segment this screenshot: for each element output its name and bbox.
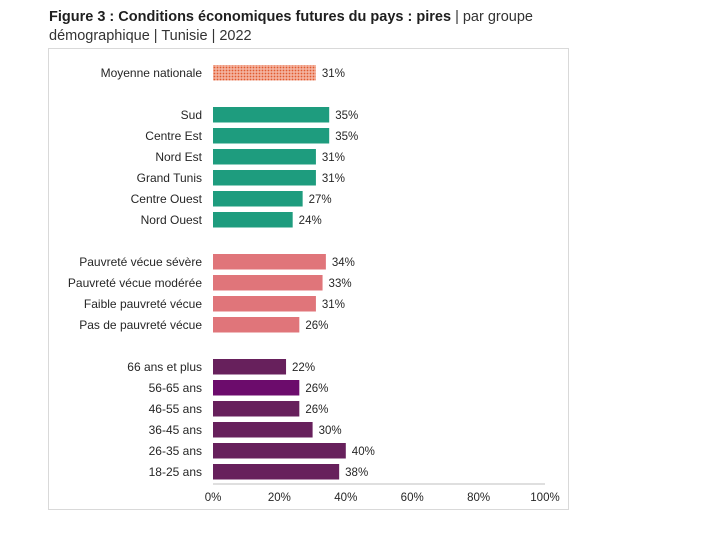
bar-26-35-ans xyxy=(213,443,346,459)
category-label-faible-pauvrete-vecue: Faible pauvreté vécue xyxy=(84,297,202,311)
bar-56-65-ans xyxy=(213,380,300,396)
bar-grand-tunis xyxy=(213,170,316,186)
chart-title: Figure 3 : Conditions économiques future… xyxy=(49,8,609,46)
data-label-nord-est: 31% xyxy=(322,152,345,164)
category-label-centre-ouest: Centre Ouest xyxy=(131,192,203,206)
bar-nord-est xyxy=(213,149,316,165)
data-label-pauvrete-vecue-moderee: 33% xyxy=(329,278,352,290)
category-label-66-ans-et-plus: 66 ans et plus xyxy=(127,360,202,374)
x-tick-label: 20% xyxy=(268,492,291,504)
category-label-36-45-ans: 36-45 ans xyxy=(149,423,202,437)
data-label-faible-pauvrete-vecue: 31% xyxy=(322,299,345,311)
data-label-pas-de-pauvrete-vecue: 26% xyxy=(305,320,328,332)
bar-pas-de-pauvrete-vecue xyxy=(213,317,300,333)
bar-nord-ouest xyxy=(213,212,293,228)
data-label-18-25-ans: 38% xyxy=(345,467,368,479)
x-tick-label: 100% xyxy=(530,492,559,504)
data-label-centre-est: 35% xyxy=(335,131,358,143)
bar-36-45-ans xyxy=(213,422,313,438)
category-label-centre-est: Centre Est xyxy=(145,129,202,143)
x-tick-label: 80% xyxy=(467,492,490,504)
bar-66-ans-et-plus xyxy=(213,359,287,375)
category-label-grand-tunis: Grand Tunis xyxy=(137,171,202,185)
bar-46-55-ans xyxy=(213,401,300,417)
data-label-moyenne-nationale: 31% xyxy=(322,68,345,80)
data-label-56-65-ans: 26% xyxy=(305,383,328,395)
category-label-pas-de-pauvrete-vecue: Pas de pauvreté vécue xyxy=(79,318,202,332)
category-label-pauvrete-vecue-moderee: Pauvreté vécue modérée xyxy=(68,276,202,290)
title-suffix: | par groupe xyxy=(455,9,533,25)
x-tick-label: 0% xyxy=(205,492,222,504)
chart-frame xyxy=(48,48,569,510)
x-tick-label: 60% xyxy=(401,492,424,504)
data-label-46-55-ans: 26% xyxy=(305,404,328,416)
data-label-pauvrete-vecue-severe: 34% xyxy=(332,257,355,269)
category-label-46-55-ans: 46-55 ans xyxy=(149,402,202,416)
data-label-centre-ouest: 27% xyxy=(309,194,332,206)
bar-moyenne-nationale xyxy=(213,65,316,81)
category-label-56-65-ans: 56-65 ans xyxy=(149,381,202,395)
x-tick-label: 40% xyxy=(334,492,357,504)
bar-pauvrete-vecue-moderee xyxy=(213,275,323,291)
data-label-36-45-ans: 30% xyxy=(319,425,342,437)
title-line2: démographique | Tunisie | 2022 xyxy=(49,28,252,44)
data-label-66-ans-et-plus: 22% xyxy=(292,362,315,374)
category-label-18-25-ans: 18-25 ans xyxy=(149,465,202,479)
bar-centre-ouest xyxy=(213,191,303,207)
data-label-nord-ouest: 24% xyxy=(299,215,322,227)
title-main: Figure 3 : Conditions économiques future… xyxy=(49,9,452,25)
bar-18-25-ans xyxy=(213,464,340,480)
category-label-sud: Sud xyxy=(181,108,202,122)
category-label-moyenne-nationale: Moyenne nationale xyxy=(101,66,203,80)
category-label-26-35-ans: 26-35 ans xyxy=(149,444,202,458)
bar-centre-est xyxy=(213,128,330,144)
category-label-pauvrete-vecue-severe: Pauvreté vécue sévère xyxy=(79,255,202,269)
bar-faible-pauvrete-vecue xyxy=(213,296,316,312)
category-label-nord-est: Nord Est xyxy=(155,150,202,164)
bar-sud xyxy=(213,107,330,123)
data-label-grand-tunis: 31% xyxy=(322,173,345,185)
data-label-sud: 35% xyxy=(335,110,358,122)
bar-pauvrete-vecue-severe xyxy=(213,254,326,270)
category-label-nord-ouest: Nord Ouest xyxy=(141,213,203,227)
data-label-26-35-ans: 40% xyxy=(352,446,375,458)
